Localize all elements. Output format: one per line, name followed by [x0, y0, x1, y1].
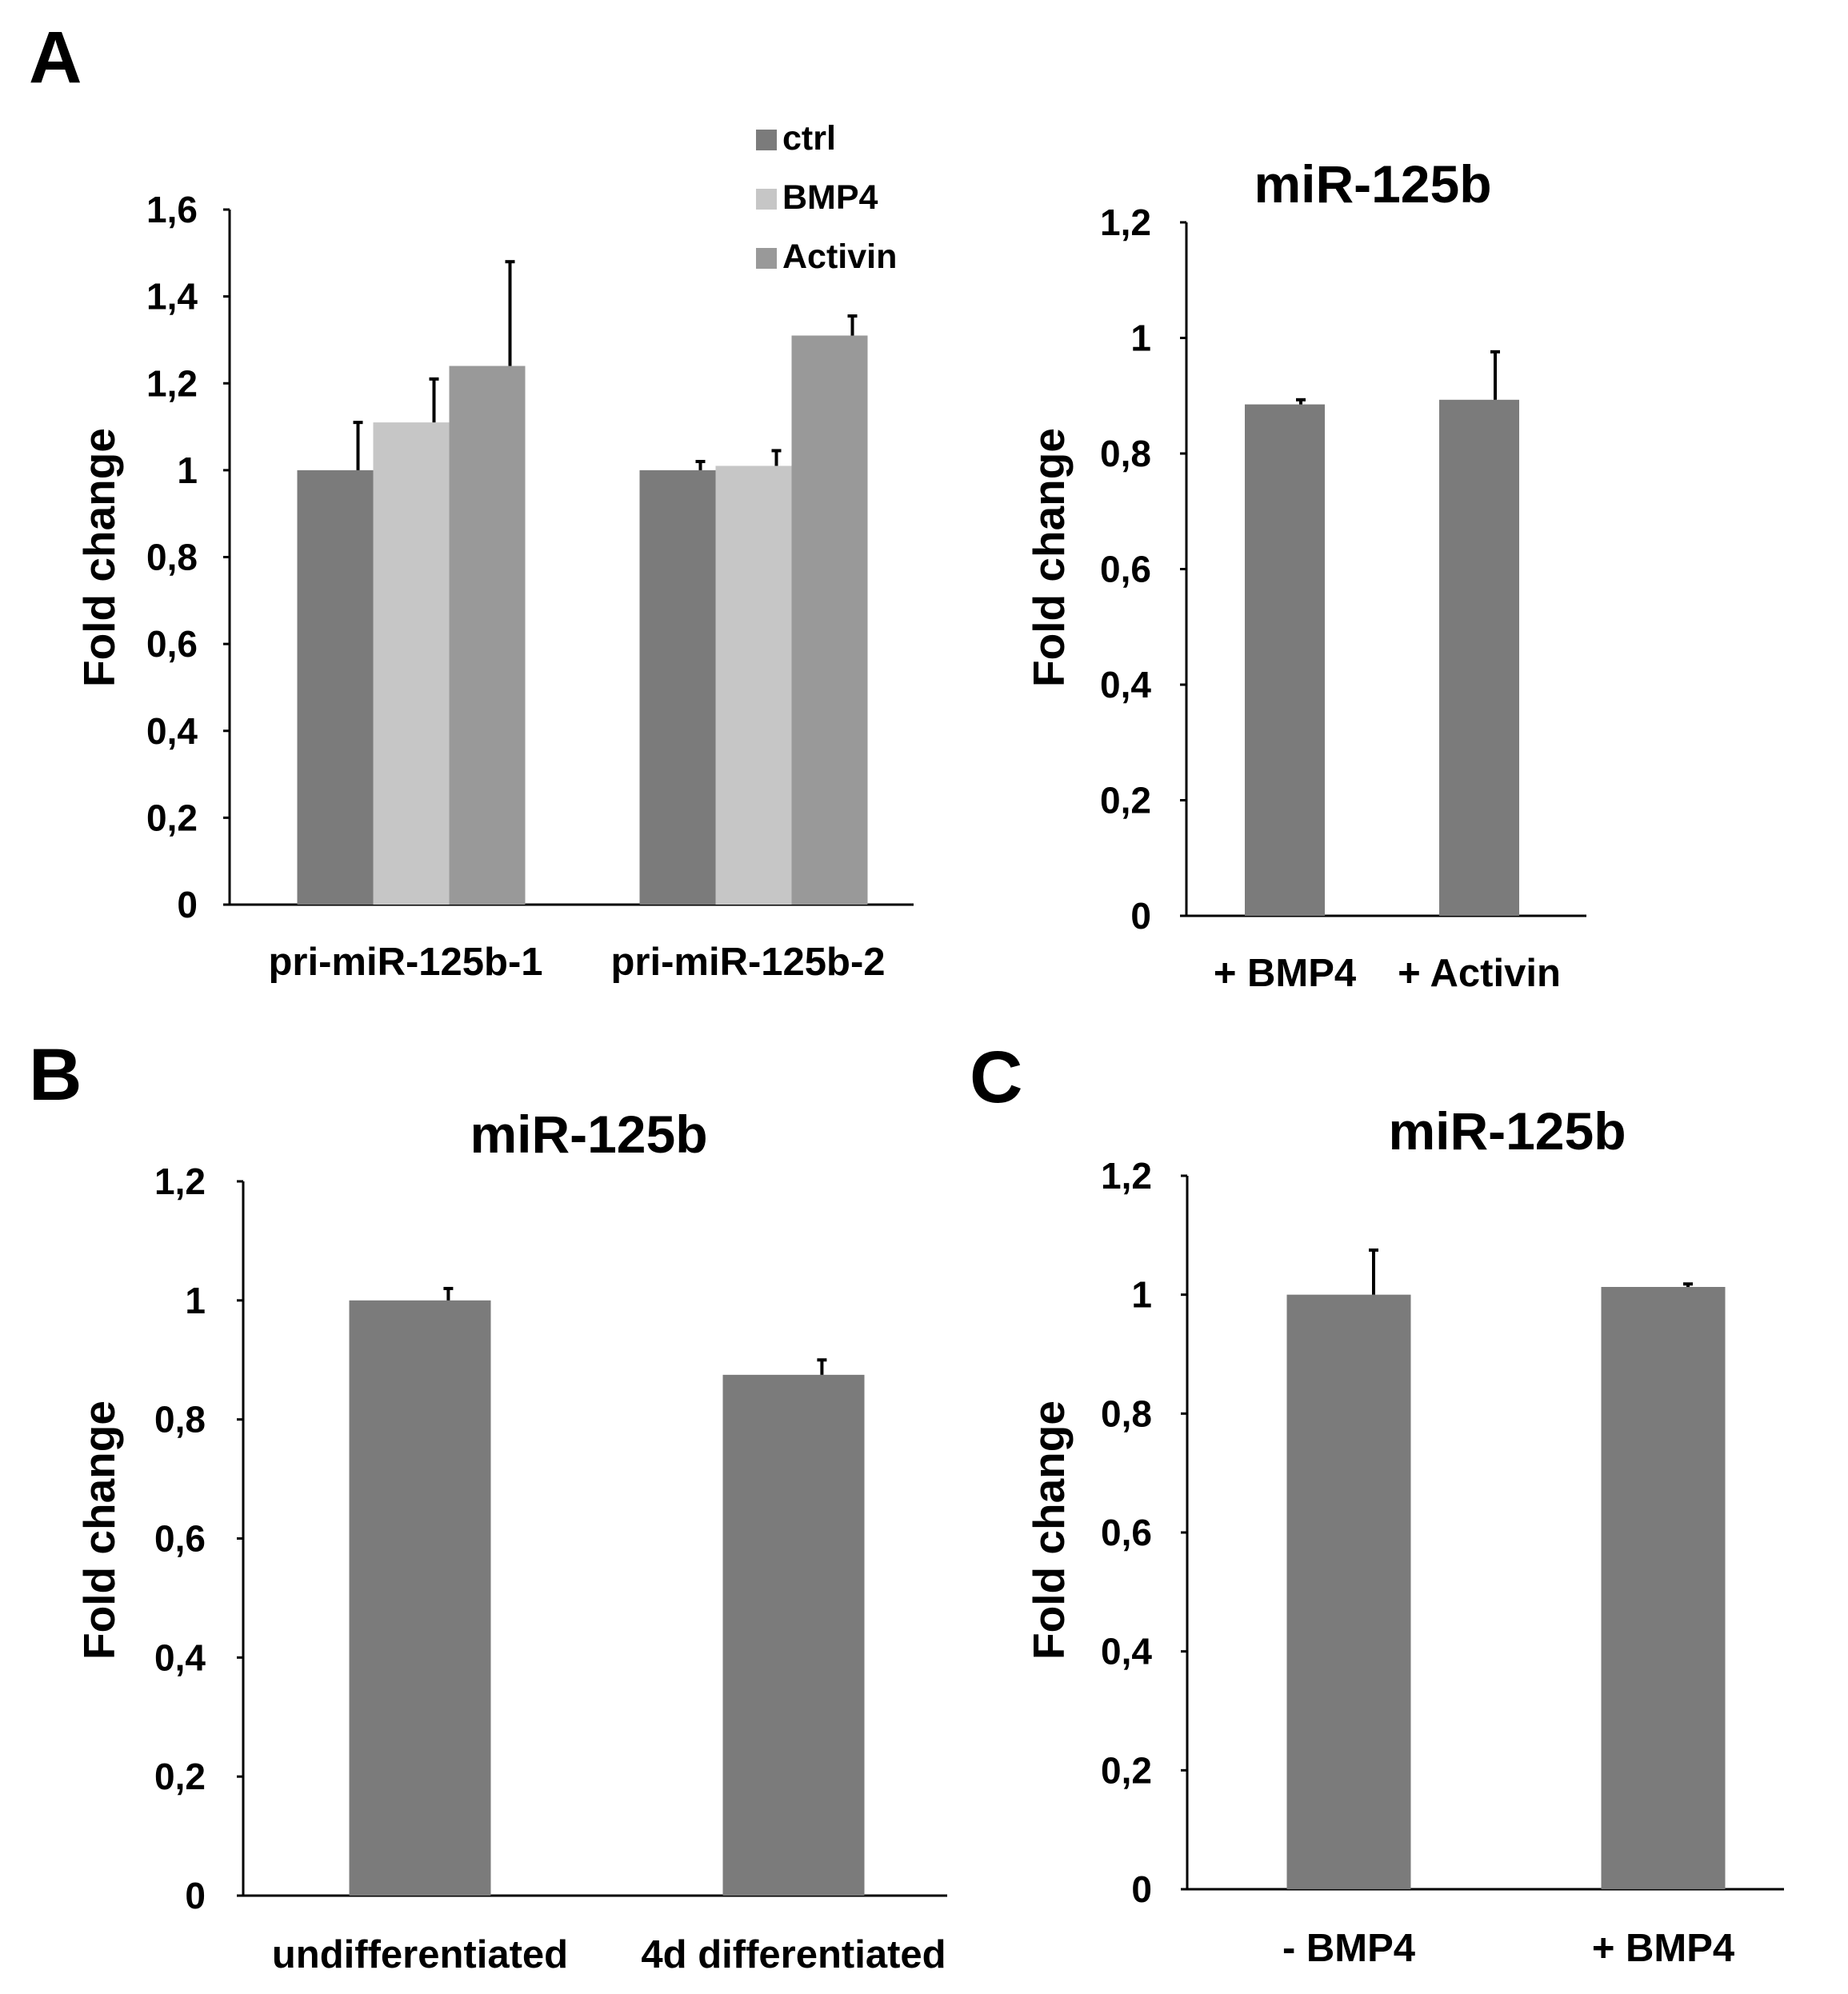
bar: [1439, 399, 1519, 916]
panel-letter-c: C: [970, 1037, 1022, 1118]
y-tick-label: 0,2: [1100, 780, 1151, 821]
legend-swatch: [756, 248, 777, 269]
y-tick-label: 1,2: [146, 362, 198, 404]
y-tick-label: 0,2: [1101, 1749, 1152, 1791]
category-label: + Activin: [1398, 952, 1561, 995]
y-tick-label: 0: [185, 1875, 206, 1916]
y-tick-label: 1: [1131, 1274, 1152, 1316]
y-tick-label: 0: [1131, 1868, 1152, 1910]
bar: [1245, 404, 1325, 916]
legend-label: BMP4: [782, 178, 878, 217]
y-tick-label: 0,4: [146, 710, 198, 752]
y-tick-label: 1: [185, 1280, 206, 1321]
bar-bmp4: [715, 466, 792, 905]
y-tick-label: 1,2: [1100, 202, 1151, 243]
chart-title: miR-125b: [470, 1105, 707, 1164]
chart-b: miR-125b Fold change 0 0,2 0,4 0,6 0,8 1 1,2 undi…: [74, 1105, 947, 1976]
y-axis-title: Fold change: [74, 1401, 124, 1660]
y-tick-label: 0,8: [1101, 1393, 1152, 1434]
y-axis-title: Fold change: [74, 428, 124, 687]
legend-label: ctrl: [782, 119, 836, 158]
y-tick-label: 0,8: [1100, 433, 1151, 474]
legend-swatch: [756, 189, 777, 210]
panel-letter-b: B: [29, 1034, 82, 1116]
y-tick-label: 0,4: [1101, 1631, 1152, 1672]
bar-activin: [449, 366, 526, 905]
bar-ctrl: [297, 470, 374, 905]
y-axis-title: Fold change: [1024, 428, 1074, 687]
category-label: + BMP4: [1592, 1927, 1734, 1970]
chart-c: miR-125b Fold change 0 0,2 0,4 0,6 0,8 1 1,2 - BM…: [1024, 1101, 1784, 1970]
bar-ctrl: [639, 470, 716, 905]
chart-title: miR-125b: [1254, 154, 1491, 214]
y-tick-label: 0,4: [1100, 664, 1151, 705]
panel-letter-a: A: [29, 17, 82, 98]
category-label: undifferentiated: [272, 1933, 568, 1976]
category-label: + BMP4: [1214, 952, 1356, 995]
y-tick-label: 0,6: [1101, 1512, 1152, 1553]
category-label: 4d differentiated: [641, 1933, 946, 1976]
bar: [1601, 1287, 1726, 1889]
chart-title: miR-125b: [1388, 1101, 1626, 1161]
legend-swatch: [756, 130, 777, 150]
y-tick-label: 1,2: [154, 1161, 206, 1202]
y-tick-label: 0,2: [146, 797, 198, 838]
bar: [722, 1374, 865, 1896]
y-tick-label: 0,4: [154, 1636, 206, 1678]
y-tick-label: 1,2: [1101, 1155, 1152, 1197]
chart-a-left: Fold change 0 0,2 0,4 0,6 0,8 1 1,2 1,4 1,6 pri-mi…: [74, 119, 914, 984]
bar-bmp4: [373, 422, 450, 905]
y-tick-label: 0,6: [154, 1518, 206, 1560]
y-tick-label: 0,6: [1100, 549, 1151, 590]
y-tick-label: 0,8: [146, 537, 198, 578]
y-tick-label: 1,6: [146, 189, 198, 230]
y-tick-label: 1: [1130, 318, 1151, 359]
y-tick-label: 1: [177, 450, 198, 491]
bar-activin: [791, 335, 868, 905]
category-label: pri-miR-125b-1: [268, 941, 542, 984]
bar: [1286, 1294, 1411, 1889]
legend-label: Activin: [782, 238, 897, 276]
bar: [349, 1300, 491, 1896]
y-tick-label: 0,6: [146, 623, 198, 665]
category-label: pri-miR-125b-2: [610, 941, 885, 984]
y-tick-label: 0,8: [154, 1399, 206, 1441]
chart-a-right: miR-125b Fold change 0 0,2 0,4 0,6 0,8 1 1,2 + BM…: [1024, 154, 1586, 995]
category-label: - BMP4: [1282, 1927, 1415, 1970]
chart-layer: Fold change 0 0,2 0,4 0,6 0,8 1 1,2 1,4 1,6 pri-mi…: [74, 119, 1784, 1976]
y-tick-label: 1,4: [146, 276, 198, 318]
y-tick-label: 0,2: [154, 1756, 206, 1797]
y-tick-label: 0: [1130, 895, 1151, 937]
y-axis-title: Fold change: [1024, 1401, 1074, 1660]
y-tick-label: 0: [177, 884, 198, 925]
